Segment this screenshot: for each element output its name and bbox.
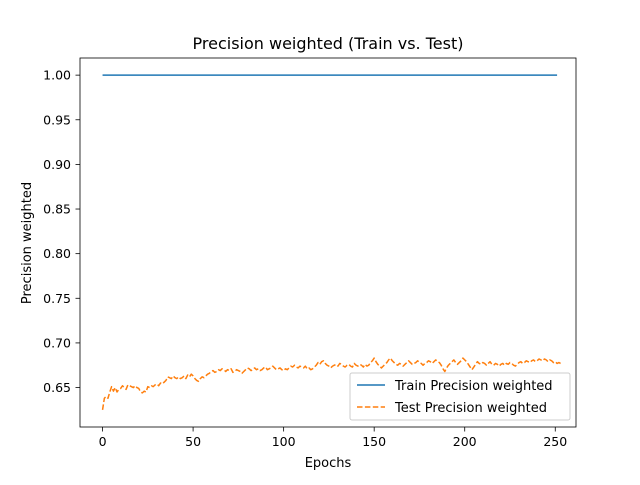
chart-title: Precision weighted (Train vs. Test) <box>193 34 464 53</box>
series-layer <box>101 74 563 410</box>
x-axis-label: Epochs <box>305 456 352 471</box>
x-tick-label: 50 <box>185 434 201 449</box>
x-tick-label: 150 <box>362 434 386 449</box>
x-tick-label: 200 <box>453 434 477 449</box>
y-tick-label: 0.95 <box>43 112 71 127</box>
y-axis-ticks: 0.65 0.70 0.75 0.80 0.85 0.90 0.95 1.00 <box>43 68 80 395</box>
legend-label-train: Train Precision weighted <box>394 379 553 394</box>
x-tick-label: 0 <box>99 434 107 449</box>
series-line-test <box>101 357 563 410</box>
legend-label-test: Test Precision weighted <box>394 401 547 416</box>
x-tick-label: 100 <box>272 434 296 449</box>
x-tick-label: 250 <box>543 434 567 449</box>
y-tick-label: 0.75 <box>43 291 71 306</box>
x-axis-ticks: 0 50 100 150 200 250 <box>99 427 567 449</box>
legend: Train Precision weighted Test Precision … <box>349 372 571 421</box>
y-tick-label: 0.65 <box>43 380 71 395</box>
y-tick-label: 0.70 <box>43 335 71 350</box>
y-tick-label: 0.80 <box>43 246 71 261</box>
legend-box <box>349 372 571 421</box>
y-tick-label: 0.85 <box>43 202 71 217</box>
y-tick-label: 1.00 <box>43 68 71 83</box>
y-tick-label: 0.90 <box>43 157 71 172</box>
y-axis-label: Precision weighted <box>20 182 35 304</box>
plot-area-frame <box>79 57 577 428</box>
